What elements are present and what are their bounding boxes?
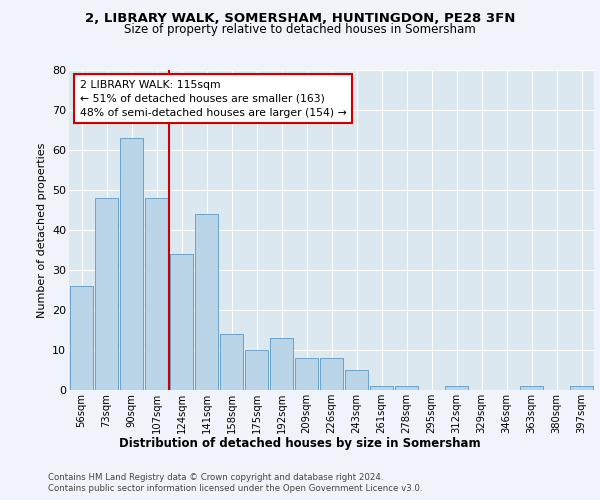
Text: Contains HM Land Registry data © Crown copyright and database right 2024.: Contains HM Land Registry data © Crown c… — [48, 472, 383, 482]
Bar — [70, 286, 94, 390]
Bar — [269, 338, 293, 390]
Bar — [295, 358, 319, 390]
Bar — [95, 198, 118, 390]
Bar — [370, 386, 394, 390]
Text: Size of property relative to detached houses in Somersham: Size of property relative to detached ho… — [124, 22, 476, 36]
Bar — [194, 214, 218, 390]
Bar — [520, 386, 544, 390]
Text: Distribution of detached houses by size in Somersham: Distribution of detached houses by size … — [119, 438, 481, 450]
Y-axis label: Number of detached properties: Number of detached properties — [37, 142, 47, 318]
Bar — [320, 358, 343, 390]
Bar — [220, 334, 244, 390]
Text: 2 LIBRARY WALK: 115sqm
← 51% of detached houses are smaller (163)
48% of semi-de: 2 LIBRARY WALK: 115sqm ← 51% of detached… — [79, 80, 346, 118]
Bar — [395, 386, 418, 390]
Bar — [445, 386, 469, 390]
Bar — [569, 386, 593, 390]
Bar — [344, 370, 368, 390]
Text: Contains public sector information licensed under the Open Government Licence v3: Contains public sector information licen… — [48, 484, 422, 493]
Bar — [119, 138, 143, 390]
Bar — [170, 254, 193, 390]
Bar — [145, 198, 169, 390]
Bar — [245, 350, 268, 390]
Text: 2, LIBRARY WALK, SOMERSHAM, HUNTINGDON, PE28 3FN: 2, LIBRARY WALK, SOMERSHAM, HUNTINGDON, … — [85, 12, 515, 26]
